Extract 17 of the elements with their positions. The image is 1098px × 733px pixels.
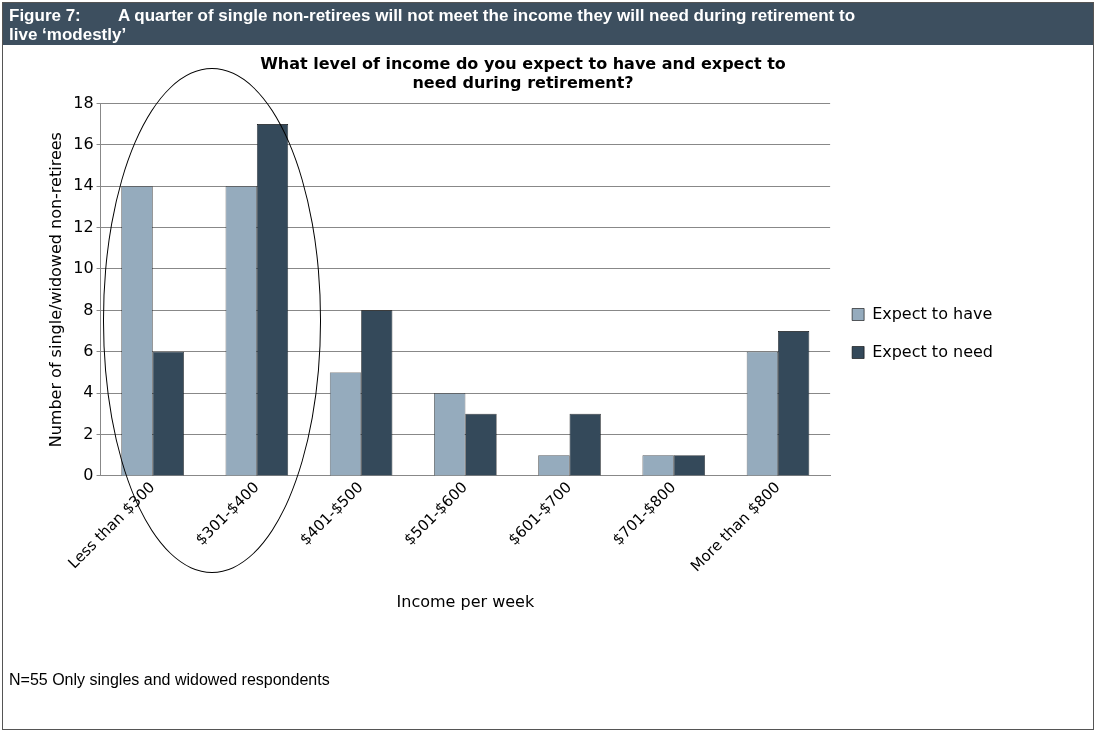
y-tick-label: 16 [73, 133, 94, 153]
text: N=55 Only singles and widowed respondents [9, 671, 330, 689]
legend-label: Expect to need [872, 341, 994, 361]
x-axis-title: Income per week [396, 591, 535, 611]
chart-subtitle: What level of income do you expect to have and expect to need during retirement? [260, 53, 786, 92]
y-tick-label: 10 [73, 258, 94, 278]
chart-title: Figure 7: A quarter of single non-retirees will not meet the income they will need during retirement to live ‘modestly’ [3, 3, 1093, 45]
legend-label: Expect to have [872, 303, 993, 323]
y-tick-label: 8 [83, 299, 94, 319]
y-tick-label: 4 [83, 382, 94, 402]
y-tick-label: 2 [83, 423, 94, 443]
y-tick-label: 12 [73, 216, 94, 236]
y-tick-label: 14 [73, 175, 94, 195]
y-tick-label: 18 [73, 92, 94, 112]
y-tick-label: 0 [83, 465, 94, 485]
y-tick-label: 6 [83, 340, 94, 360]
y-axis-title: Number of single/widowed non-retirees [45, 132, 65, 448]
